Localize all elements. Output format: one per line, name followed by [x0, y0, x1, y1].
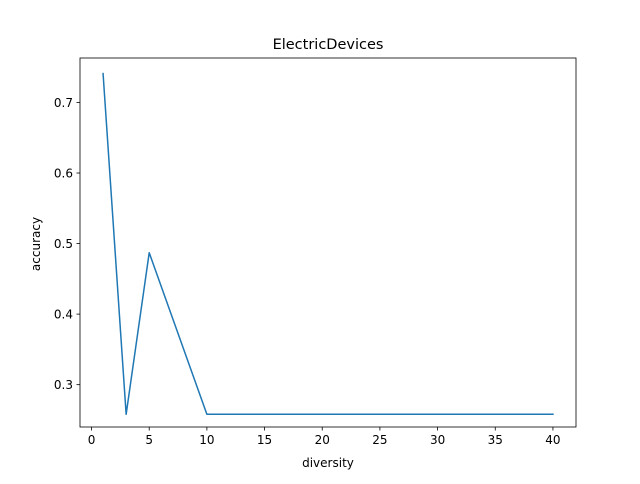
axes-frame — [79, 57, 577, 428]
y-tick-label: 0.6 — [54, 167, 73, 181]
x-tick-label: 5 — [145, 433, 153, 447]
chart-title: ElectricDevices — [273, 37, 384, 53]
x-tick-label: 30 — [430, 433, 445, 447]
y-axis-label: accuracy — [29, 217, 43, 271]
x-tick-label: 35 — [488, 433, 503, 447]
y-tick-label: 0.3 — [54, 378, 73, 392]
x-tick-label: 0 — [88, 433, 96, 447]
x-tick-label: 15 — [257, 433, 272, 447]
x-axis-label: diversity — [302, 456, 354, 470]
series-line-0 — [102, 72, 554, 416]
x-tick-label: 10 — [199, 433, 214, 447]
y-tick-label: 0.4 — [54, 308, 73, 322]
y-tick-label: 0.5 — [54, 237, 73, 251]
x-tick-label: 40 — [545, 433, 560, 447]
x-tick-label: 20 — [315, 433, 330, 447]
y-tick-label: 0.7 — [54, 96, 73, 110]
axes: 0 5 10 15 20 25 30 35 40 0.3 0.4 0.5 0.6 0.7 — [54, 57, 577, 447]
x-tick-label: 25 — [372, 433, 387, 447]
plot-area — [102, 72, 554, 416]
